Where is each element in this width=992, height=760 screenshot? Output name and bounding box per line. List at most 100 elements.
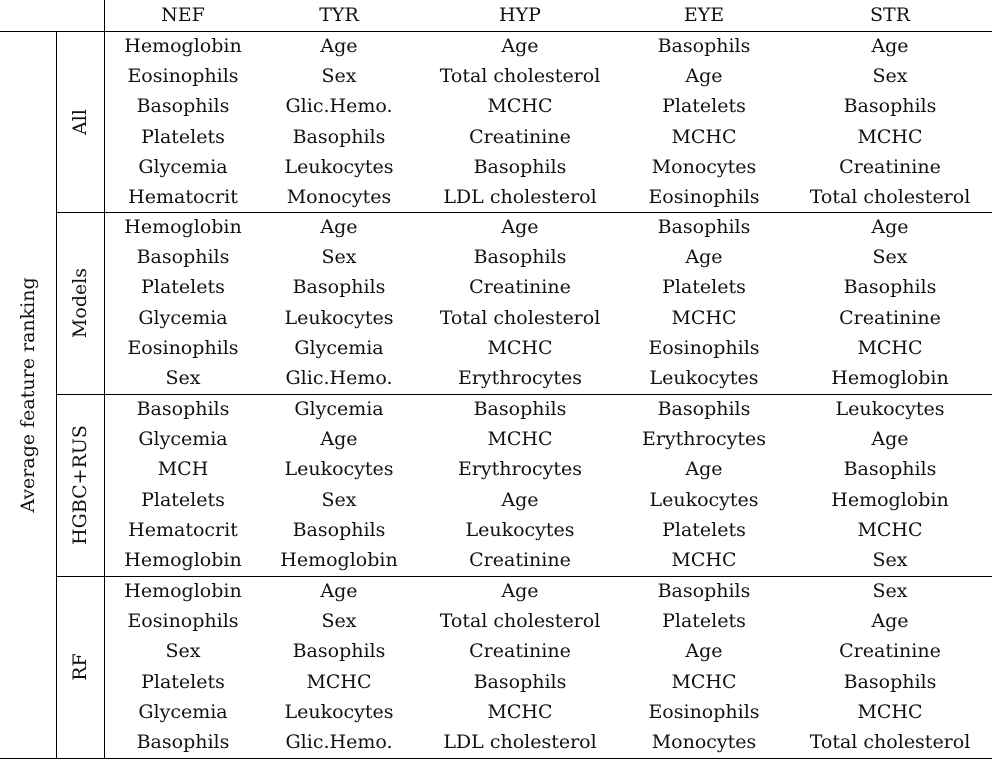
- table-cell: Sex: [321, 65, 357, 88]
- rule-table-bottom: [0, 758, 992, 759]
- rule-group-separator: [56, 212, 992, 213]
- table-cell: Leukocytes: [284, 306, 394, 329]
- table-cell: Age: [501, 35, 539, 57]
- column-header: TYR: [319, 4, 359, 26]
- table-cell: Leukocytes: [835, 398, 945, 420]
- table-cell: Glycemia: [138, 306, 228, 329]
- table-cell: Platelets: [662, 610, 746, 633]
- table-cell: MCHC: [857, 336, 923, 359]
- column-header: NEF: [161, 4, 205, 26]
- table-cell: Basophils: [473, 246, 567, 269]
- table-cell: Sex: [321, 488, 357, 511]
- table-cell: Glycemia: [138, 155, 228, 178]
- table-cell: Leukocytes: [465, 518, 575, 541]
- table-cell: Monocytes: [286, 186, 392, 208]
- table-cell: MCHC: [671, 125, 737, 148]
- table-cell: Monocytes: [651, 155, 757, 178]
- table-cell: Hemoglobin: [124, 549, 242, 571]
- table-cell: Glycemia: [138, 428, 228, 451]
- table-cell: Eosinophils: [127, 610, 239, 633]
- table-cell: Eosinophils: [127, 65, 239, 88]
- table-cell: MCHC: [306, 670, 372, 693]
- table-cell: MCHC: [857, 518, 923, 541]
- table-cell: Basophils: [657, 35, 751, 57]
- table-cell: Hemoglobin: [124, 35, 242, 57]
- table-cell: Age: [501, 488, 539, 511]
- table-cell: Basophils: [657, 216, 751, 238]
- table-cell: Hemoglobin: [124, 580, 242, 602]
- table-cell: Basophils: [136, 731, 230, 753]
- group-label: RF: [69, 653, 91, 681]
- table-cell: Glycemia: [294, 336, 384, 359]
- table-cell: Total cholesterol: [809, 731, 971, 753]
- table-cell: Basophils: [292, 125, 386, 148]
- column-header: HYP: [499, 4, 541, 26]
- table-cell: Hemoglobin: [831, 367, 949, 389]
- table-cell: Hemoglobin: [280, 549, 398, 571]
- table-cell: Basophils: [473, 155, 567, 178]
- table-cell: LDL cholesterol: [443, 731, 597, 753]
- table-cell: Eosinophils: [648, 186, 760, 208]
- table-cell: Platelets: [141, 276, 225, 299]
- table-cell: MCHC: [487, 428, 553, 451]
- table-cell: Basophils: [136, 246, 230, 269]
- table-cell: Hematocrit: [128, 518, 238, 541]
- table-cell: Basophils: [843, 276, 937, 299]
- table-cell: Age: [501, 216, 539, 238]
- table-cell: Glic.Hemo.: [285, 95, 393, 118]
- table-cell: MCHC: [671, 306, 737, 329]
- table-cell: Glycemia: [294, 398, 384, 420]
- table-cell: Total cholesterol: [809, 186, 971, 208]
- table-cell: MCHC: [671, 670, 737, 693]
- table-cell: Platelets: [141, 488, 225, 511]
- table-cell: Basophils: [292, 518, 386, 541]
- table-cell: Platelets: [141, 670, 225, 693]
- table-cell: Hemoglobin: [831, 488, 949, 511]
- table-cell: Hemoglobin: [124, 216, 242, 238]
- table-cell: Glic.Hemo.: [285, 731, 393, 753]
- table-cell: Age: [685, 65, 723, 88]
- table-cell: Sex: [872, 549, 908, 571]
- group-label: HGBC+RUS: [69, 425, 91, 545]
- table-cell: Sex: [872, 65, 908, 88]
- table-cell: Sex: [321, 246, 357, 269]
- table-cell: Leukocytes: [284, 700, 394, 723]
- table-cell: Age: [871, 35, 909, 57]
- table-cell: Basophils: [657, 398, 751, 420]
- table-cell: MCH: [157, 458, 209, 481]
- table-cell: Platelets: [662, 518, 746, 541]
- rule-header-bottom: [0, 31, 992, 32]
- table-cell: Basophils: [136, 95, 230, 118]
- table-cell: Basophils: [473, 670, 567, 693]
- table-cell: Glycemia: [138, 700, 228, 723]
- table-cell: Basophils: [292, 640, 386, 663]
- table-cell: Age: [685, 640, 723, 663]
- table-cell: Age: [320, 428, 358, 451]
- table-cell: Eosinophils: [127, 336, 239, 359]
- table-cell: Basophils: [473, 398, 567, 420]
- table-cell: Leukocytes: [649, 367, 759, 389]
- table-cell: Sex: [872, 580, 908, 602]
- group-label: Models: [69, 267, 91, 339]
- table-cell: Leukocytes: [284, 155, 394, 178]
- row-label-average-feature-ranking: Average feature ranking: [17, 276, 39, 513]
- column-header: STR: [870, 4, 910, 26]
- table-cell: Sex: [321, 610, 357, 633]
- table-cell: Total cholesterol: [439, 65, 601, 88]
- table-cell: MCHC: [857, 125, 923, 148]
- table-cell: Leukocytes: [284, 458, 394, 481]
- column-header: EYE: [683, 4, 725, 26]
- table-cell: Basophils: [843, 670, 937, 693]
- table-cell: Age: [871, 428, 909, 451]
- table-cell: Basophils: [843, 95, 937, 118]
- rule-group-separator: [56, 394, 992, 395]
- table-cell: Platelets: [141, 125, 225, 148]
- table-cell: MCHC: [487, 336, 553, 359]
- table-cell: Eosinophils: [648, 700, 760, 723]
- table-cell: Creatinine: [839, 640, 941, 663]
- table-cell: Total cholesterol: [439, 306, 601, 329]
- table-cell: Glic.Hemo.: [285, 367, 393, 389]
- table-cell: Creatinine: [469, 276, 571, 299]
- rule-vertical-outer: [104, 0, 105, 758]
